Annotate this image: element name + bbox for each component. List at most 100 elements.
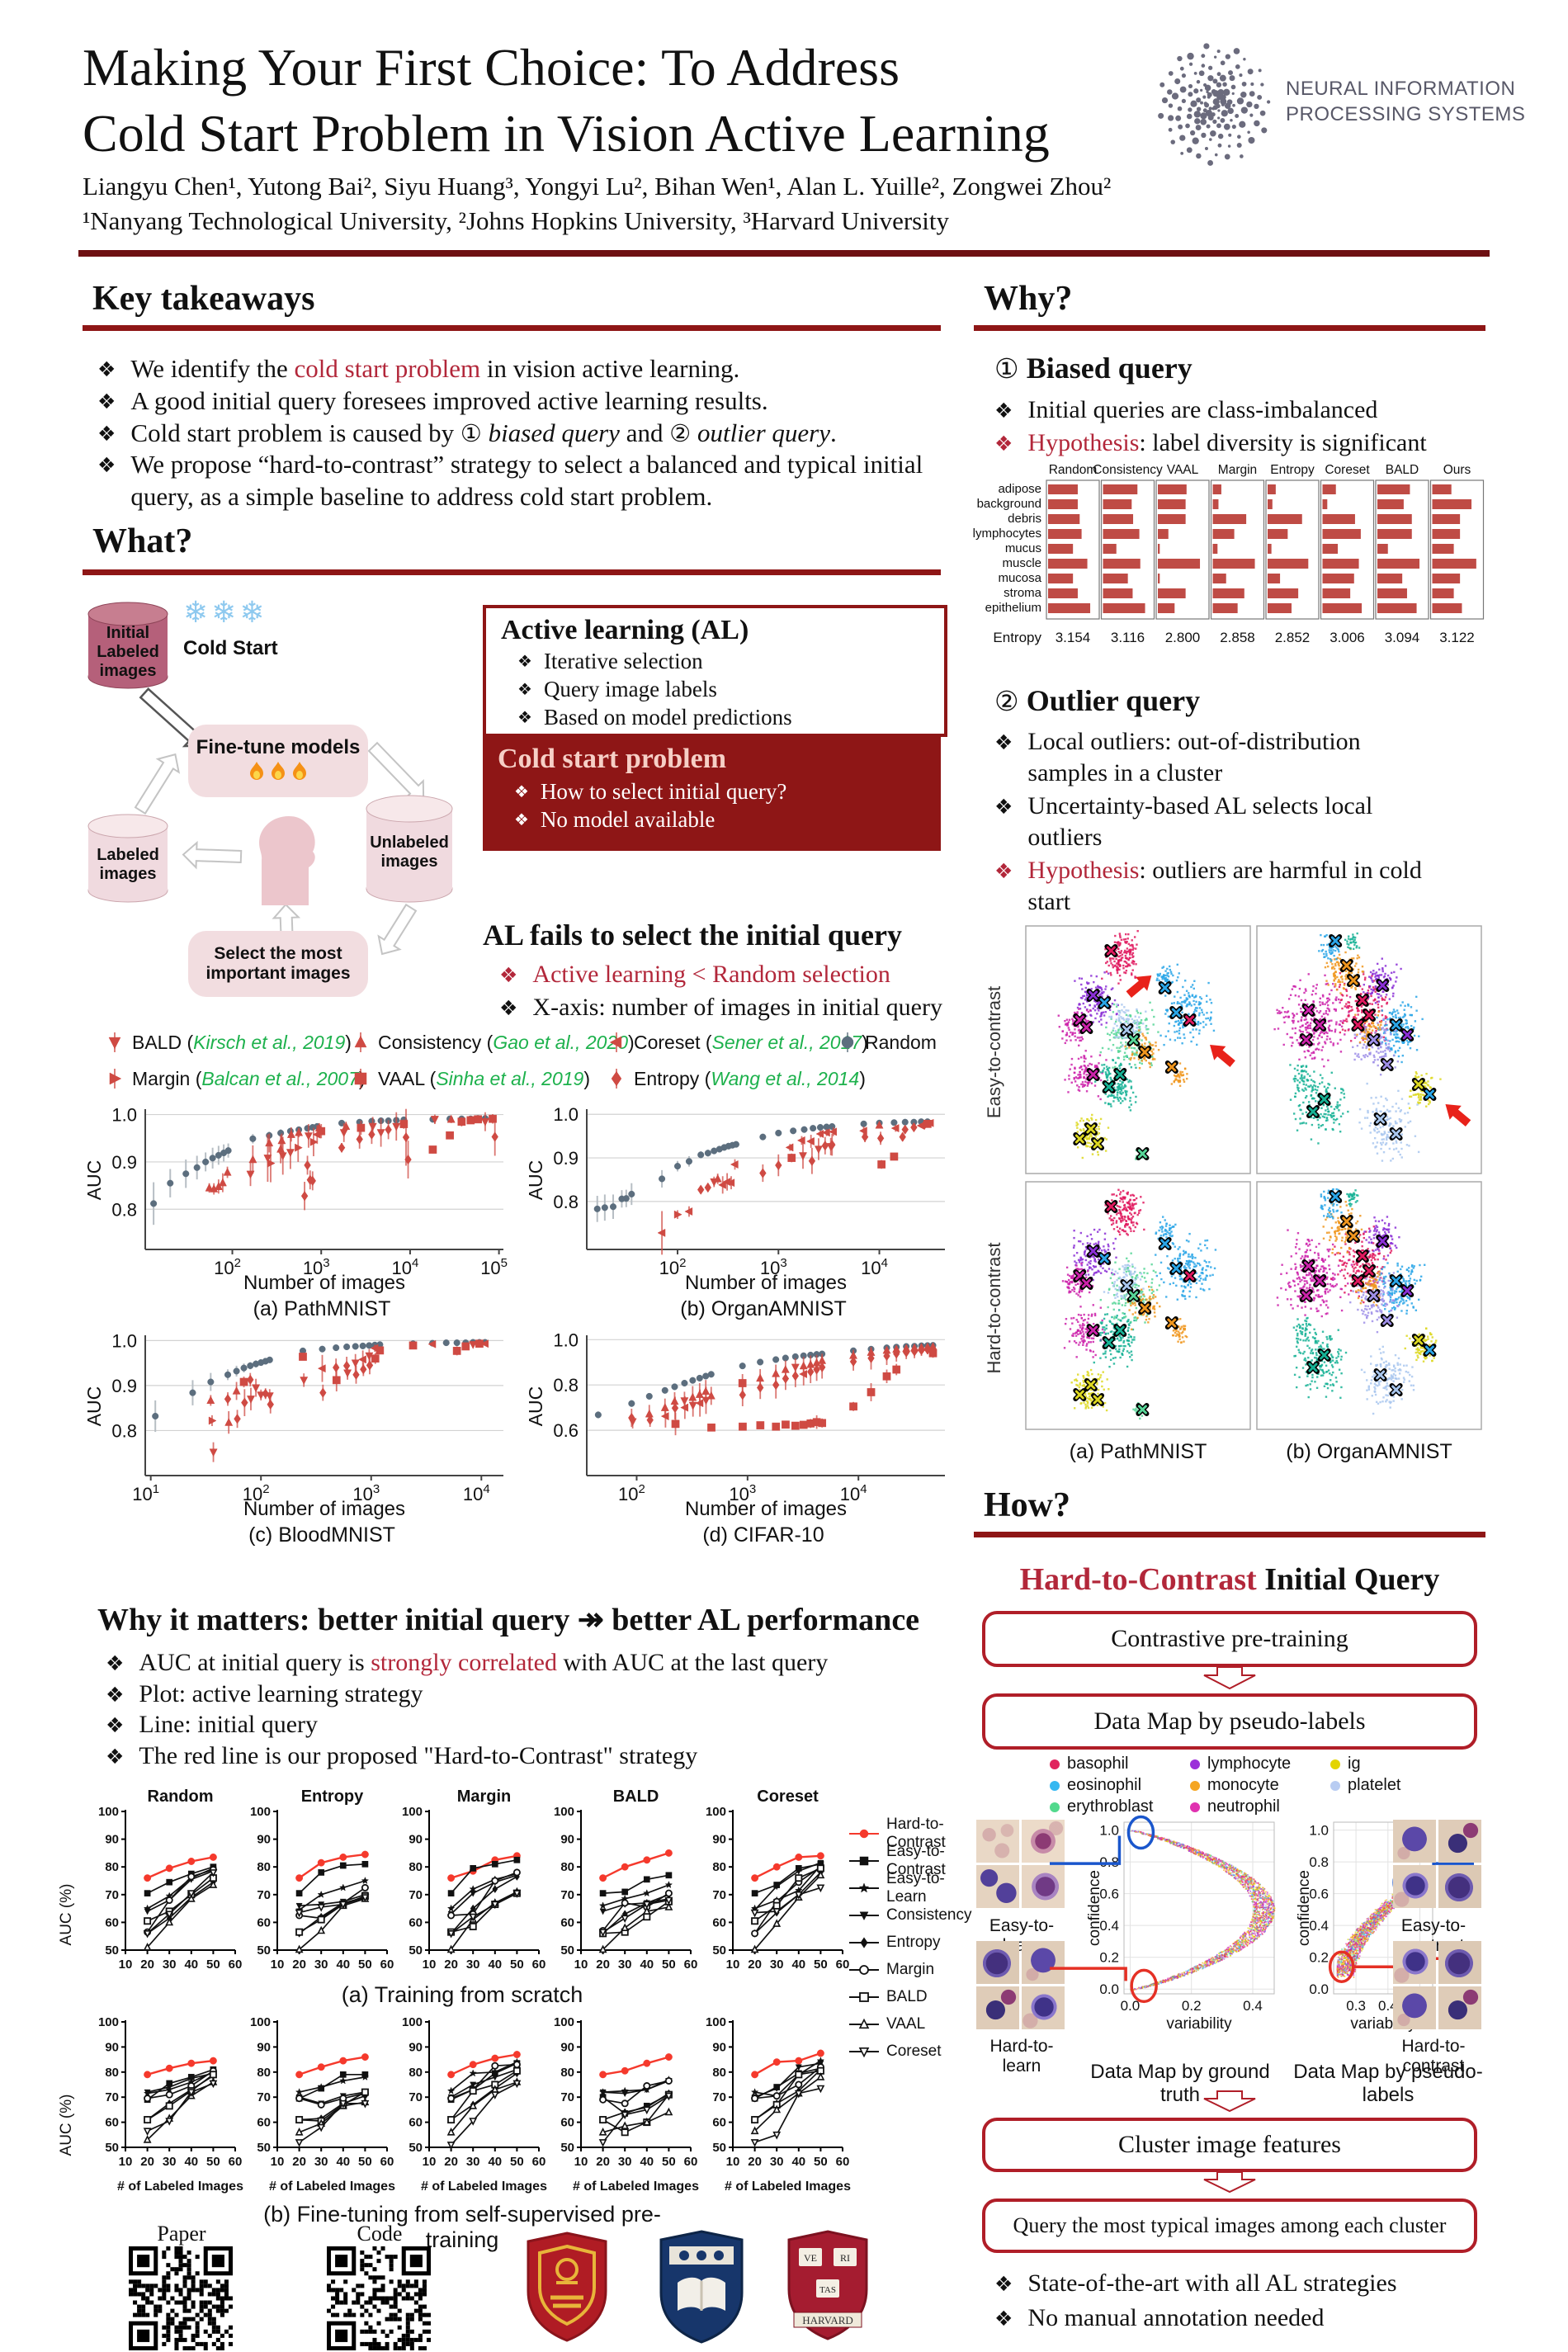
- circled-one-icon: ①: [460, 420, 482, 447]
- cell-image: [1022, 1986, 1065, 2029]
- svg-text:90: 90: [712, 1833, 726, 1847]
- outlier-b1: ❖ Local outliers: out-of-distribution sam…: [994, 726, 1361, 788]
- series-marker-icon: [849, 2018, 879, 2028]
- tsne-caption-a: (a) PathMNIST: [1069, 1440, 1207, 1463]
- svg-text:Random: Random: [148, 1788, 214, 1806]
- svg-text:60: 60: [532, 2155, 546, 2169]
- svg-text:40: 40: [184, 2155, 198, 2169]
- svg-text:0.6: 0.6: [553, 1420, 579, 1441]
- initial-labeled-cylinder: Initial Labeled images: [87, 601, 169, 692]
- svg-text:100: 100: [250, 2015, 271, 2029]
- svg-text:muscle: muscle: [1002, 556, 1041, 570]
- svg-text:50: 50: [712, 2141, 726, 2155]
- affiliations: ¹Nanyang Technological University, ²John…: [83, 206, 949, 235]
- svg-text:104: 104: [463, 1482, 490, 1504]
- lineplot-legend-vaal: VAAL: [848, 2010, 972, 2038]
- why-title: Why?: [984, 280, 1073, 318]
- svg-text:0.9: 0.9: [111, 1152, 137, 1173]
- svg-text:30: 30: [618, 2155, 632, 2169]
- flow-down-arrow-icon: [1203, 2090, 1256, 2113]
- annotator-head-icon: [259, 816, 315, 905]
- svg-text:50: 50: [257, 1943, 271, 1958]
- cell-image: [1438, 1865, 1481, 1908]
- cell-image: [1393, 1986, 1436, 2029]
- diamond-bullet-icon: ❖: [106, 1651, 125, 1675]
- cold-start-problem-box: Cold start problem ❖ How to select initia…: [483, 737, 941, 851]
- select-important-label: Select the most important images: [205, 944, 351, 983]
- diamond-bullet-icon: ❖: [994, 2272, 1013, 2296]
- svg-text:Ours: Ours: [1443, 463, 1471, 477]
- svg-text:# of Labeled Images: # of Labeled Images: [421, 2180, 547, 2194]
- line-plots-legend: Hard-to-Contrast Easy-to-Contrast Easy-to-…: [848, 1816, 972, 2065]
- svg-text:40: 40: [640, 2155, 654, 2169]
- line-plot-Random: 50 60 70 80 90 100 10 20 30 40 50 60 Random: [98, 1788, 242, 1972]
- outlier-b2: ❖ Uncertainty-based AL selects local outl…: [994, 791, 1372, 852]
- svg-text:20: 20: [596, 2155, 610, 2169]
- svg-text:1.0: 1.0: [111, 1105, 137, 1126]
- al-box-item: ❖ Based on model predictions: [486, 704, 944, 732]
- svg-text:10: 10: [271, 2155, 285, 2169]
- easy-to-learn-thumbnails: [976, 1820, 1065, 1908]
- svg-text:2.858: 2.858: [1220, 630, 1255, 645]
- initial-cylinder-label: Initial Labeled images: [97, 624, 159, 680]
- svg-text:# of Labeled Images: # of Labeled Images: [117, 2180, 243, 2194]
- svg-text:60: 60: [380, 1958, 394, 1972]
- lineplot-legend-consistency: Consistency: [848, 1901, 972, 1929]
- lineplots-ylabel-a: AUC (%): [58, 1883, 75, 1946]
- tsne-easy-pathmnist: [1025, 925, 1251, 1174]
- svg-text:60: 60: [560, 2116, 574, 2130]
- svg-text:50: 50: [662, 2155, 676, 2169]
- class-color-dot-icon: [1330, 1780, 1340, 1791]
- svg-text:# of Labeled Images: # of Labeled Images: [269, 2180, 395, 2194]
- circled-one-icon: ①: [994, 353, 1027, 384]
- lineplot-legend-easy-to-learn: Easy-to-Learn: [848, 1870, 972, 1906]
- svg-text:40: 40: [791, 2155, 805, 2169]
- lineplot-legend-bald: BALD: [848, 1983, 972, 2010]
- cell-image: [1438, 1941, 1481, 1984]
- takeaway-item: ❖ We identify the cold start problem in v…: [97, 353, 939, 385]
- cold-start-problem-title: Cold start problem: [498, 744, 727, 774]
- svg-text:80: 80: [560, 2066, 574, 2080]
- svg-text:70: 70: [105, 2090, 119, 2104]
- scatter-caption-a: (a) PathMNIST: [253, 1297, 391, 1320]
- diamond-bullet-icon: ❖: [994, 2307, 1013, 2331]
- svg-text:70: 70: [560, 1888, 574, 1902]
- svg-text:60: 60: [409, 1915, 423, 1929]
- svg-text:0.8: 0.8: [111, 1420, 137, 1441]
- svg-text:# of Labeled Images: # of Labeled Images: [573, 2180, 699, 2194]
- diamond-bullet-icon: ❖: [994, 795, 1013, 819]
- svg-text:0.8: 0.8: [553, 1192, 579, 1212]
- svg-text:90: 90: [560, 1833, 574, 1847]
- class-color-dot-icon: [1330, 1759, 1340, 1769]
- svg-text:50: 50: [358, 2155, 372, 2169]
- how-title: How?: [984, 1486, 1070, 1524]
- svg-text:2.800: 2.800: [1165, 630, 1201, 645]
- legend-item-margin: Margin (Balcan et al., 2007): [106, 1066, 366, 1091]
- svg-text:50: 50: [206, 2155, 220, 2169]
- lineplot-legend-entropy: Entropy: [848, 1929, 972, 1956]
- svg-text:20: 20: [444, 2155, 458, 2169]
- al-box-item: ❖ Iterative selection: [486, 648, 944, 676]
- diamond-bullet-icon: ❖: [499, 996, 518, 1020]
- svg-text:90: 90: [257, 1833, 271, 1847]
- diamond-bullet-icon: ❖: [97, 389, 116, 413]
- line-plot-b4: 50 60 70 80 90 100 10 20 30 40 50 60 # of Labeled Im…: [706, 2015, 851, 2194]
- cell-legend-basophil: basophil: [1050, 1755, 1129, 1773]
- svg-text:adipose: adipose: [998, 482, 1041, 496]
- cell-image: [1022, 1941, 1065, 1984]
- diamond-bullet-icon: ❖: [514, 809, 529, 829]
- svg-text:70: 70: [560, 2090, 574, 2104]
- code-qr-code: [327, 2246, 431, 2350]
- svg-text:Number of images: Number of images: [685, 1272, 847, 1294]
- why-rule: [974, 325, 1485, 331]
- svg-text:70: 70: [409, 2090, 423, 2104]
- svg-text:100: 100: [706, 1805, 726, 1819]
- svg-text:60: 60: [684, 2155, 698, 2169]
- cell-image: [1393, 1820, 1436, 1863]
- svg-text:10: 10: [574, 2155, 588, 2169]
- diamond-bullet-icon: ❖: [994, 730, 1013, 754]
- svg-text:20: 20: [748, 1958, 762, 1972]
- svg-text:50: 50: [358, 1958, 372, 1972]
- lineplot-legend-coreset: Coreset: [848, 2038, 972, 2065]
